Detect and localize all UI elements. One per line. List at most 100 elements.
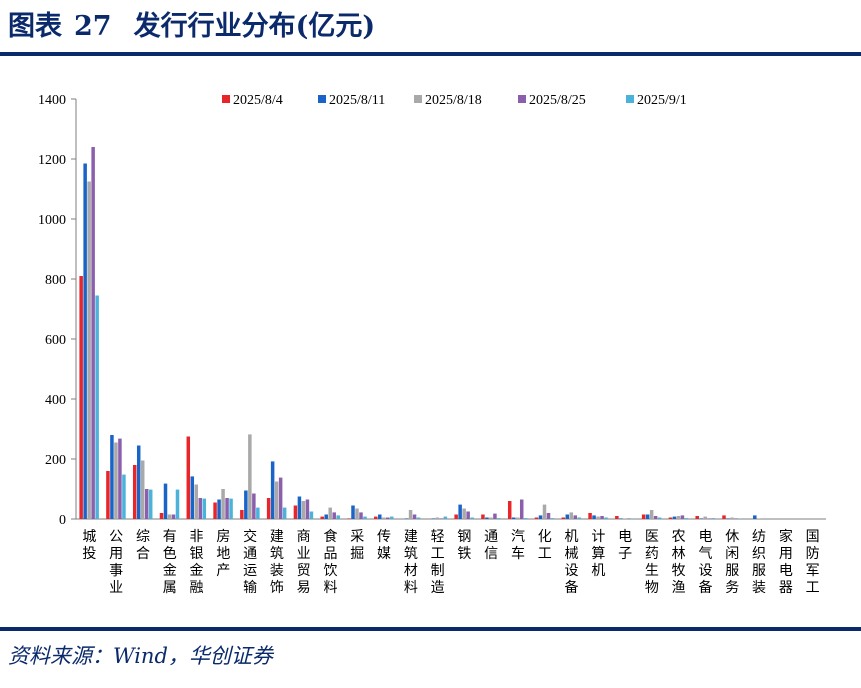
- bar: [695, 516, 699, 519]
- bar: [118, 438, 122, 519]
- bar: [649, 510, 654, 519]
- category-label-char: 闲: [725, 546, 739, 562]
- bar: [753, 515, 757, 519]
- bar: [175, 489, 180, 519]
- bar: [627, 518, 631, 519]
- category-label-char: 防: [806, 546, 820, 562]
- category-label-char: 建: [270, 529, 284, 545]
- category-label-char: 城: [82, 529, 96, 545]
- bar: [114, 442, 118, 519]
- category-label-char: 属: [163, 580, 177, 596]
- bar: [431, 518, 436, 519]
- category-label-char: 食: [323, 528, 337, 545]
- y-tick-label: 600: [45, 333, 66, 348]
- bar: [374, 516, 378, 519]
- legend-swatch: [222, 95, 230, 103]
- category-label-char: 通: [243, 546, 257, 562]
- category-label-char: 筑: [270, 546, 284, 562]
- category-label-char: 掘: [350, 546, 364, 562]
- category-label-char: 铁: [457, 546, 471, 562]
- bar: [293, 505, 298, 519]
- bar: [507, 501, 512, 519]
- bar: [657, 517, 662, 519]
- category-label-char: 钢: [457, 529, 471, 545]
- bar: [328, 507, 332, 519]
- bar: [240, 510, 244, 519]
- y-tick-label: 1200: [38, 153, 66, 168]
- bar: [523, 518, 528, 519]
- bar: [140, 460, 145, 519]
- bar: [106, 471, 110, 519]
- bar: [404, 518, 409, 519]
- chart-bars: [79, 147, 761, 519]
- category-label-char: 装: [752, 580, 766, 596]
- legend-label: 2025/9/1: [637, 93, 687, 108]
- bar: [159, 513, 164, 519]
- bar: [378, 514, 382, 519]
- bar: [466, 511, 470, 519]
- bar: [497, 518, 501, 519]
- bar: [171, 514, 176, 519]
- category-label-char: 交: [243, 528, 257, 545]
- category-label-char: 械: [565, 546, 579, 562]
- category-label-char: 药: [645, 546, 659, 562]
- category-label-char: 制: [431, 563, 445, 579]
- category-label-char: 业: [109, 580, 123, 596]
- category-label-char: 非: [190, 529, 204, 545]
- bar: [229, 498, 233, 519]
- category-label-char: 饰: [270, 580, 284, 596]
- category-label-char: 媒: [377, 546, 391, 562]
- bar: [623, 518, 627, 519]
- y-tick-label: 1400: [38, 93, 66, 108]
- category-label-char: 设: [565, 563, 579, 579]
- bar: [485, 517, 489, 519]
- category-label-char: 汽: [511, 529, 525, 545]
- category-label-char: 国: [806, 529, 820, 545]
- figure-number: 27: [74, 11, 112, 42]
- bar: [722, 515, 726, 519]
- category-label-char: 金: [190, 563, 204, 579]
- bar: [248, 434, 252, 519]
- y-tick-label: 0: [59, 513, 66, 528]
- bar: [132, 465, 137, 519]
- category-label-char: 材: [404, 563, 418, 579]
- legend-label: 2025/8/18: [425, 93, 482, 108]
- category-label-char: 饮: [323, 563, 337, 579]
- bar: [278, 477, 283, 519]
- bar: [274, 481, 279, 519]
- legend-label: 2025/8/4: [233, 93, 283, 108]
- legend-swatch: [518, 95, 526, 103]
- bar: [726, 518, 730, 519]
- category-label-char: 服: [725, 563, 739, 579]
- bar: [757, 518, 761, 519]
- bar: [213, 502, 217, 519]
- bar: [363, 516, 367, 519]
- y-tick-label: 400: [45, 393, 66, 408]
- bar: [653, 516, 658, 519]
- y-tick-label: 200: [45, 453, 66, 468]
- bar: [534, 517, 539, 519]
- bar: [672, 516, 677, 519]
- bar: [217, 499, 221, 519]
- category-label-char: 用: [779, 546, 793, 562]
- chart-axes: 0 200 400 600 800 1000 1200 1400: [38, 93, 826, 528]
- category-labels: 城投公用事业综合有色金属非银金融房地产交通运输建筑装饰商业贸易食品饮料采掘传媒建…: [82, 528, 819, 596]
- bar: [336, 515, 340, 519]
- bar: [225, 498, 229, 519]
- category-label-char: 易: [297, 580, 311, 596]
- bar: [186, 436, 191, 519]
- bar: [190, 476, 195, 519]
- category-label-char: 料: [404, 580, 418, 596]
- category-label-char: 轻: [431, 529, 445, 545]
- bar: [738, 518, 742, 519]
- bar: [309, 511, 314, 519]
- category-label-char: 有: [163, 529, 177, 545]
- bar: [252, 493, 256, 519]
- category-label-char: 机: [591, 563, 605, 579]
- bar: [79, 276, 83, 519]
- bar: [359, 512, 363, 519]
- bar: [87, 181, 91, 519]
- bar: [198, 498, 203, 519]
- category-label-char: 电: [779, 563, 793, 579]
- y-tick-label: 800: [45, 273, 66, 288]
